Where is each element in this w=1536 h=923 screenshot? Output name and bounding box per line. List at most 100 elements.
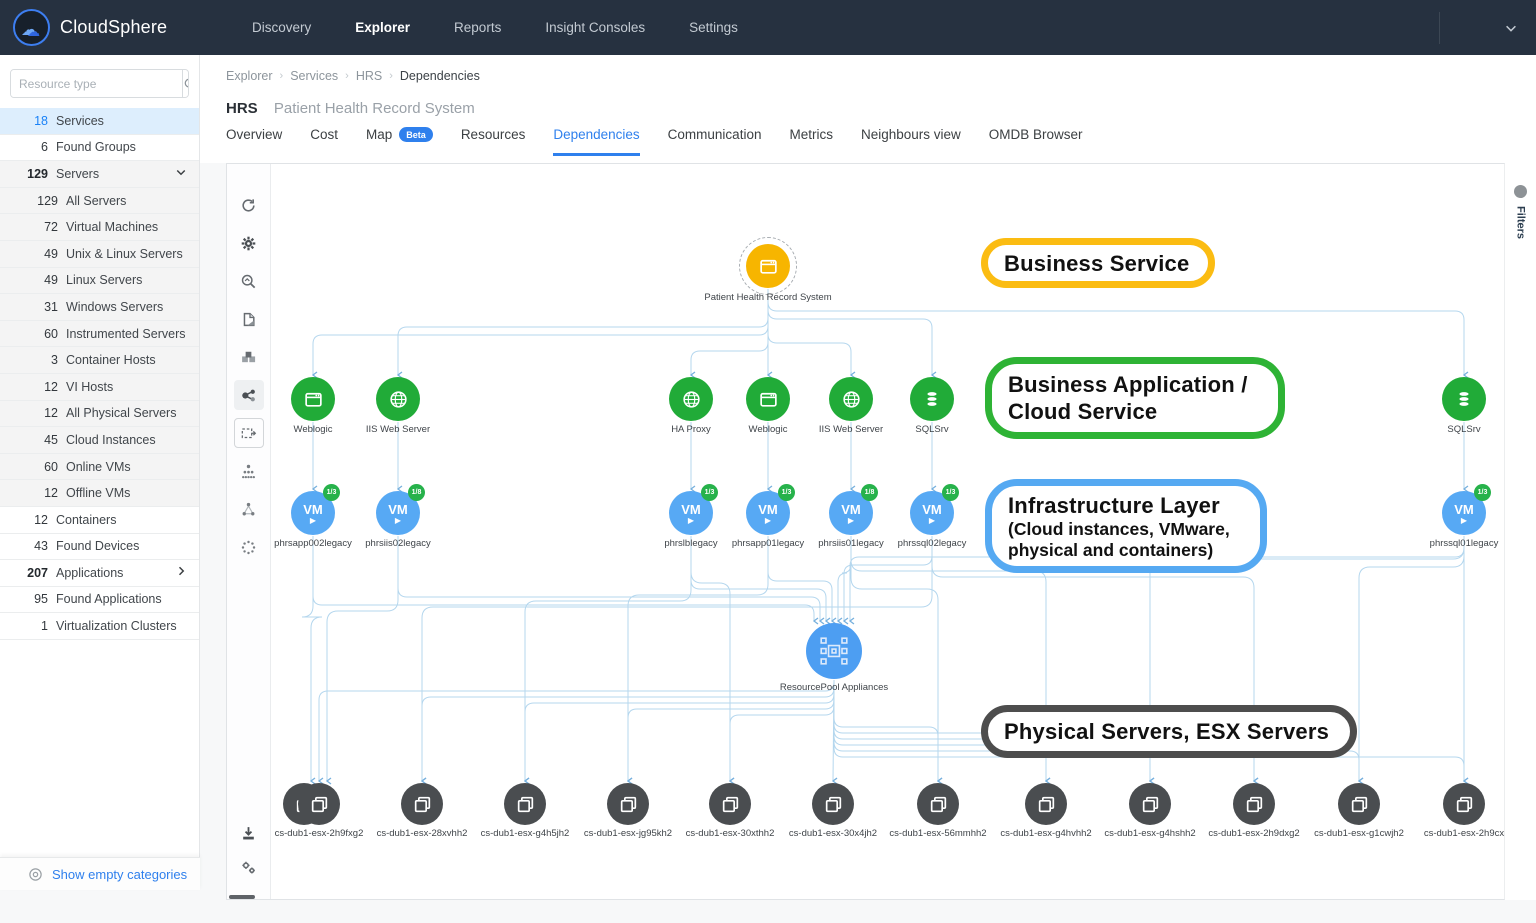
sidebar-item-services[interactable]: 18 Services — [0, 108, 199, 135]
page-layout-icon[interactable] — [234, 304, 264, 334]
tab-metrics[interactable]: Metrics — [789, 127, 833, 156]
node-app-iis-web-server[interactable] — [376, 377, 420, 421]
node-label: Weblogic — [293, 424, 333, 435]
breadcrumb-hrs[interactable]: HRS — [355, 69, 383, 83]
sidebar-item-container-hosts[interactable]: 3 Container Hosts — [0, 347, 199, 374]
hierarchy-layout-icon[interactable] — [234, 456, 264, 486]
node-esx-cs-dub1-esx-28xvhh2[interactable] — [401, 783, 443, 825]
node-vm-phrsapp002legacy[interactable]: VM ▶ 1/3 — [291, 484, 340, 535]
node-app-sqlsrv[interactable] — [910, 377, 954, 421]
sidebar-item-online-vms[interactable]: 60 Online VMs — [0, 453, 199, 481]
node-esx-cs-dub1-esx-g4hshh2[interactable] — [1129, 783, 1171, 825]
tab-neighbours-view[interactable]: Neighbours view — [861, 127, 961, 156]
sidebar-item-servers[interactable]: 129 Servers — [0, 161, 199, 188]
node-app-weblogic[interactable] — [291, 377, 335, 421]
tab-resources[interactable]: Resources — [461, 127, 526, 156]
share-graph-icon[interactable] — [233, 380, 264, 410]
sidebar-item-all-servers[interactable]: 129 All Servers — [0, 187, 199, 215]
filters-dot-icon[interactable] — [1514, 185, 1527, 198]
node-vm-phrsiis02legacy[interactable]: VM ▶ 1/8 — [376, 484, 425, 535]
item-count: 95 — [34, 592, 48, 607]
chevron-right-icon[interactable] — [175, 565, 187, 580]
node-esx-cs-dub1-esx-g4h5jh2[interactable] — [504, 783, 546, 825]
node-app-iis-web-server[interactable] — [829, 377, 873, 421]
nav-item-explorer[interactable]: Explorer — [355, 20, 411, 35]
gear-icon[interactable] — [234, 228, 264, 258]
sidebar-item-virtualization-clusters[interactable]: 1 Virtualization Clusters — [0, 613, 199, 640]
node-app-sqlsrv[interactable] — [1442, 377, 1486, 421]
horizontal-scrollbar[interactable] — [229, 895, 255, 899]
node-app-weblogic[interactable] — [746, 377, 790, 421]
nav-item-settings[interactable]: Settings — [689, 20, 738, 35]
node-esx-cs-dub1-esx-2h9fxg2[interactable] — [298, 783, 340, 825]
chevron-down-icon[interactable] — [175, 166, 187, 181]
item-count: 12 — [44, 379, 58, 394]
tab-communication[interactable]: Communication — [668, 127, 762, 156]
sidebar-item-applications[interactable]: 207 Applications — [0, 560, 199, 587]
settings-gears-icon[interactable] — [234, 852, 264, 882]
item-label: Unix & Linux Servers — [66, 246, 183, 261]
sidebar-item-containers[interactable]: 12 Containers — [0, 506, 199, 534]
tab-cost[interactable]: Cost — [310, 127, 338, 156]
download-icon[interactable] — [234, 818, 264, 848]
node-esx-cs-dub1-esx-g1cwjh2[interactable] — [1338, 783, 1380, 825]
sidebar-item-all-physical-servers[interactable]: 12 All Physical Servers — [0, 400, 199, 428]
node-esx-cs-dub1-esx-2h9dxg2[interactable] — [1233, 783, 1275, 825]
tab-dependencies[interactable]: Dependencies — [553, 127, 640, 156]
refresh-icon[interactable] — [234, 190, 264, 220]
primary-nav: Discovery Explorer Reports Insight Consoles… — [252, 20, 738, 35]
user-menu-chevron-down-icon[interactable] — [1440, 21, 1536, 35]
nav-item-reports[interactable]: Reports — [454, 20, 502, 35]
sidebar-item-vi-hosts[interactable]: 12 VI Hosts — [0, 373, 199, 401]
group-boxes-icon[interactable] — [234, 342, 264, 372]
tab-label: Cost — [310, 127, 339, 142]
sidebar-search-button[interactable] — [182, 70, 188, 97]
sidebar-item-found-groups[interactable]: 6 Found Groups — [0, 134, 199, 162]
item-label: VI Hosts — [66, 379, 114, 394]
node-esx-cs-dub1-esx-g4hvhh2[interactable] — [1025, 783, 1067, 825]
breadcrumb-services[interactable]: Services — [290, 69, 339, 83]
resource-type-search-input[interactable] — [11, 70, 182, 97]
node-esx-cs-dub1-esx-56mmhh2[interactable] — [917, 783, 959, 825]
graph-layout-icon[interactable] — [234, 494, 264, 524]
node-pool-resourcepool-appliances[interactable] — [806, 623, 862, 679]
breadcrumb-explorer[interactable]: Explorer — [226, 69, 273, 83]
sidebar-item-windows-servers[interactable]: 31 Windows Servers — [0, 294, 199, 321]
tab-omdb-browser[interactable]: OMDB Browser — [989, 127, 1083, 156]
tab-map[interactable]: Map Beta — [366, 127, 433, 156]
sidebar-item-virtual-machines[interactable]: 72 Virtual Machines — [0, 214, 199, 241]
search-icon[interactable] — [1395, 13, 1439, 43]
circular-layout-icon[interactable] — [234, 532, 264, 562]
sidebar-item-instrumented-servers[interactable]: 60 Instrumented Servers — [0, 320, 199, 348]
node-esx-cs-dub1-esx-30x4jh2[interactable] — [812, 783, 854, 825]
node-vm-phrsapp01legacy[interactable]: VM ▶ 1/3 — [746, 484, 795, 535]
node-esx-cs-dub1-esx-jg95kh2[interactable] — [607, 783, 649, 825]
tab-overview[interactable]: Overview — [226, 127, 282, 156]
brand[interactable]: ☁ ☁ CloudSphere — [0, 9, 230, 46]
node-vm-phrslblegacy[interactable]: VM ▶ 1/3 — [669, 484, 718, 535]
node-esx-cs-dub1-esx-30xthh2[interactable] — [709, 783, 751, 825]
sidebar-item-linux-servers[interactable]: 49 Linux Servers — [0, 267, 199, 295]
sidebar-item-unix-linux-servers[interactable]: 49 Unix & Linux Servers — [0, 240, 199, 268]
sidebar-item-found-devices[interactable]: 43 Found Devices — [0, 533, 199, 561]
beta-badge: Beta — [399, 127, 433, 142]
filters-label[interactable]: Filters — [1514, 206, 1527, 240]
node-app-ha-proxy[interactable] — [669, 377, 713, 421]
node-esx-cs-dub1-esx-2h9cx[interactable] — [1443, 783, 1485, 825]
show-empty-categories-link[interactable]: Show empty categories — [52, 866, 188, 882]
sidebar-item-found-applications[interactable]: 95 Found Applications — [0, 586, 199, 614]
node-vm-phrsiis01legacy[interactable]: VM ▶ 1/8 — [829, 484, 878, 535]
dependency-map-canvas[interactable]: Patient Health Record System Weblogic IIS … — [226, 163, 1505, 900]
resource-sidebar: 18 Services 6 Found Groups 129 Servers 129 All … — [0, 55, 200, 890]
zoom-search-icon[interactable] — [234, 266, 264, 296]
map-toolbar — [227, 164, 271, 899]
vm-glyph: VM — [388, 502, 408, 517]
sidebar-item-offline-vms[interactable]: 12 Offline VMs — [0, 480, 199, 507]
nav-item-discovery[interactable]: Discovery — [252, 20, 312, 35]
nav-item-insight-consoles[interactable]: Insight Consoles — [545, 20, 646, 35]
sidebar-item-cloud-instances[interactable]: 45 Cloud Instances — [0, 427, 199, 454]
node-vm-phrssql01legacy[interactable]: VM ▶ 1/3 — [1442, 484, 1491, 535]
node-vm-phrssql02legacy[interactable]: VM ▶ 1/3 — [910, 484, 959, 535]
selection-box-icon[interactable] — [233, 418, 264, 448]
node-business-service-patient-health-record-system[interactable] — [739, 237, 797, 295]
